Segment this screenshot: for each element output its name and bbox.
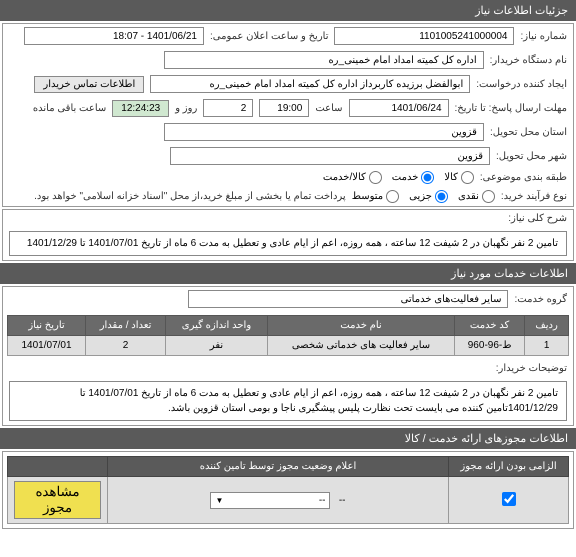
radio-service[interactable]: خدمت	[392, 171, 435, 184]
time-label-1: ساعت	[315, 103, 342, 114]
status-text: --	[339, 495, 346, 506]
buyer-notes-box: تامین 2 نفر نگهبان در 2 شیفت 12 ساعته ، …	[9, 381, 567, 421]
public-date-label: تاریخ و ساعت اعلان عمومی:	[210, 31, 329, 42]
days-label: روز و	[175, 103, 197, 114]
services-section: گروه خدمت: سایر فعالیت‌های خدماتی ردیف ک…	[2, 286, 574, 426]
header-title: جزئیات اطلاعات نیاز	[475, 5, 568, 17]
description-section: شرح کلی نیاز: تامین 2 نفر نگهبان در 2 شی…	[2, 209, 574, 261]
buyer-label: نام دستگاه خریدار:	[490, 55, 567, 66]
service-group-field: سایر فعالیت‌های خدماتی	[188, 290, 508, 308]
auth-table: الزامی بودن ارائه مجوز اعلام وضعیت مجوز …	[7, 456, 569, 524]
buyer-notes-label: توضیحات خریدار:	[496, 363, 567, 374]
days-field: 2	[203, 99, 253, 117]
view-auth-button[interactable]: مشاهده مجوز	[14, 481, 101, 519]
radio-medium[interactable]: متوسط	[352, 190, 399, 203]
auth-action-cell: مشاهده مجوز	[8, 477, 108, 524]
classify-label: طبقه بندی موضوعی:	[480, 172, 567, 183]
td-qty: 2	[86, 336, 166, 356]
deadline-time-field: 19:00	[259, 99, 309, 117]
remain-label: ساعت باقی مانده	[33, 103, 106, 114]
classify-radio-group: کالا خدمت کالا/خدمت	[323, 171, 474, 184]
th-name: نام خدمت	[267, 316, 454, 336]
radio-both[interactable]: کالا/خدمت	[323, 171, 382, 184]
auth-header: اطلاعات مجوزهای ارائه خدمت / کالا	[0, 428, 576, 449]
creator-field: ابوالفضل برزیده کاربرداز اداره کل کمیته …	[150, 75, 470, 93]
td-date: 1401/07/01	[8, 336, 86, 356]
th-code: کد خدمت	[455, 316, 525, 336]
deadline-date-field: 1401/06/24	[349, 99, 449, 117]
th-qty: تعداد / مقدار	[86, 316, 166, 336]
province-label: استان محل تحویل:	[490, 127, 567, 138]
td-unit: نفر	[166, 336, 268, 356]
public-date-field: 1401/06/21 - 18:07	[24, 27, 204, 45]
request-no-label: شماره نیاز:	[520, 31, 567, 42]
chevron-down-icon: ▼	[215, 496, 223, 505]
countdown-timer: 12:24:23	[112, 100, 169, 117]
th-status: اعلام وضعیت مجوز توسط تامین کننده	[108, 457, 449, 477]
table-row: 1 ط-96-960 سایر فعالیت های خدماتی شخصی ن…	[8, 336, 569, 356]
select-value: --	[319, 495, 326, 506]
creator-label: ایجاد کننده درخواست:	[476, 79, 567, 90]
service-group-label: گروه خدمت:	[514, 294, 567, 305]
contact-buyer-button[interactable]: اطلاعات تماس خریدار	[34, 76, 144, 93]
th-row: ردیف	[525, 316, 569, 336]
main-desc-box: تامین 2 نفر نگهبان در 2 شیفت 12 ساعته ، …	[9, 231, 567, 256]
auth-status-cell: -- -- ▼	[108, 477, 449, 524]
city-label: شهر محل تحویل:	[496, 151, 567, 162]
auth-status-select[interactable]: -- ▼	[210, 492, 330, 509]
auth-section: الزامی بودن ارائه مجوز اعلام وضعیت مجوز …	[2, 451, 574, 529]
request-no-field: 1101005241000004	[334, 27, 514, 45]
radio-cash[interactable]: نقدی	[458, 190, 495, 203]
payment-note: پرداخت تمام یا بخشی از مبلغ خرید،از محل …	[34, 191, 346, 202]
payment-label: نوع فرآیند خرید:	[501, 191, 567, 202]
main-desc-label: شرح کلی نیاز:	[508, 213, 567, 224]
auth-required-checkbox[interactable]	[502, 492, 516, 506]
radio-partial[interactable]: جزیی	[409, 190, 448, 203]
services-header: اطلاعات خدمات مورد نیاز	[0, 263, 576, 284]
th-required: الزامی بودن ارائه مجوز	[449, 457, 569, 477]
main-info-section: شماره نیاز: 1101005241000004 تاریخ و ساع…	[2, 23, 574, 207]
th-date: تاریخ نیاز	[8, 316, 86, 336]
buyer-field: اداره کل کمیته امداد امام خمینی_ره	[164, 51, 484, 69]
page-header: جزئیات اطلاعات نیاز	[0, 0, 576, 21]
th-unit: واحد اندازه گیری	[166, 316, 268, 336]
services-table: ردیف کد خدمت نام خدمت واحد اندازه گیری ت…	[7, 315, 569, 356]
city-field: قزوین	[170, 147, 490, 165]
deadline-label: مهلت ارسال پاسخ: تا تاریخ:	[455, 103, 567, 114]
province-field: قزوین	[164, 123, 484, 141]
radio-goods[interactable]: کالا	[444, 171, 474, 184]
payment-radio-group: نقدی جزیی متوسط	[352, 190, 495, 203]
auth-required-cell	[449, 477, 569, 524]
td-row: 1	[525, 336, 569, 356]
td-code: ط-96-960	[455, 336, 525, 356]
td-name: سایر فعالیت های خدماتی شخصی	[267, 336, 454, 356]
auth-row: -- -- ▼ مشاهده مجوز	[8, 477, 569, 524]
th-action	[8, 457, 108, 477]
